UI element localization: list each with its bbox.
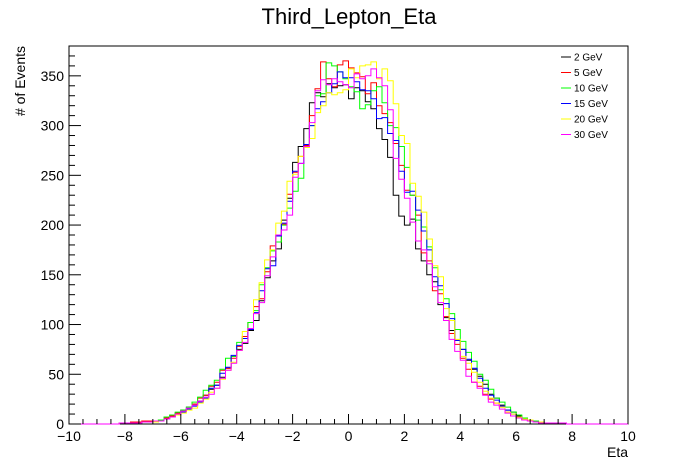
series-line (69, 60, 628, 425)
x-tick-label: 0 (345, 428, 353, 444)
y-tick-label: 350 (41, 68, 65, 84)
x-tick-label: −6 (173, 428, 189, 444)
series-line (69, 62, 628, 425)
y-tick-label: 150 (41, 267, 65, 283)
series-line (69, 61, 628, 425)
x-tick-label: −10 (57, 428, 81, 444)
y-tick-label: 250 (41, 167, 65, 183)
chart-title: Third_Lepton_Eta (262, 4, 438, 29)
y-tick-label: 100 (41, 317, 65, 333)
y-tick-label: 200 (41, 217, 65, 233)
x-axis-label: Eta (607, 444, 628, 460)
x-tick-label: −2 (285, 428, 301, 444)
legend-label: 5 GeV (574, 68, 603, 79)
legend-label: 15 GeV (574, 99, 608, 110)
y-axis-label: # of Events (12, 46, 28, 116)
series-layer (69, 60, 628, 425)
x-tick-label: 2 (401, 428, 409, 444)
y-tick-label: 50 (48, 366, 64, 382)
legend-label: 20 GeV (574, 115, 608, 126)
y-tick-label: 0 (56, 416, 64, 432)
legend-label: 10 GeV (574, 84, 608, 95)
y-tick-label: 300 (41, 118, 65, 134)
legend: 2 GeV 5 GeV 10 GeV 15 GeV 20 GeV 30 GeV (561, 53, 608, 141)
legend-label: 2 GeV (574, 53, 603, 64)
x-tick-label: 8 (568, 428, 576, 444)
series-line (69, 83, 628, 425)
x-tick-label: 10 (620, 428, 636, 444)
plot-frame (68, 45, 629, 425)
series-line (69, 68, 628, 425)
series-line (69, 71, 628, 425)
x-tick-label: 6 (512, 428, 520, 444)
legend-label: 30 GeV (574, 130, 608, 141)
x-axis: −10 −8 −6 −4 −2 0 2 4 6 8 10 (57, 414, 636, 444)
x-tick-label: −4 (229, 428, 245, 444)
x-tick-label: −8 (117, 428, 133, 444)
y-axis: 0 50 100 150 200 250 300 350 (41, 45, 81, 432)
x-tick-label: 4 (456, 428, 464, 444)
